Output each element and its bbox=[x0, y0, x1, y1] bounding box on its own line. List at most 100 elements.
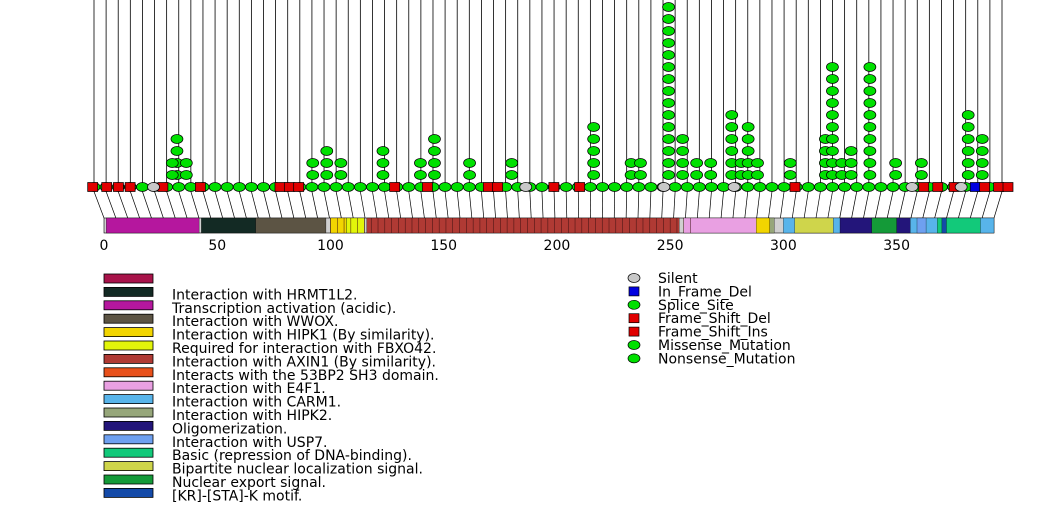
domain-legend-swatch bbox=[103, 447, 154, 458]
backbone-mutation-point bbox=[850, 182, 864, 192]
backbone-square-marker bbox=[293, 182, 305, 192]
backbone-connector bbox=[922, 191, 930, 219]
mutation-point bbox=[863, 110, 877, 120]
x-tick-label: 100 bbox=[317, 238, 344, 254]
domain-legend-swatch bbox=[103, 353, 154, 364]
x-tick-label: 350 bbox=[883, 238, 910, 254]
domain-legend-label: Interaction with HIPK1 (By similarity). bbox=[172, 328, 435, 344]
backbone-connector bbox=[105, 191, 117, 219]
backbone-connector bbox=[934, 191, 942, 219]
backbone-mutation-point bbox=[632, 182, 646, 192]
protein-domain bbox=[201, 217, 256, 234]
backbone-mutation-point bbox=[741, 182, 755, 192]
mutation-point bbox=[961, 110, 975, 120]
domain-legend-swatch bbox=[103, 474, 154, 485]
mutation-point bbox=[505, 170, 519, 180]
backbone-connector bbox=[287, 191, 295, 219]
domain-legend-swatch bbox=[103, 367, 154, 378]
mutation-point bbox=[826, 62, 839, 72]
mutation-legend-swatch bbox=[628, 286, 640, 297]
mutation-point bbox=[414, 170, 427, 180]
backbone-connector bbox=[720, 191, 724, 219]
backbone-square-marker bbox=[113, 182, 124, 192]
mutation-point bbox=[826, 110, 839, 120]
mutation-point bbox=[587, 158, 600, 168]
mutation-point bbox=[179, 170, 193, 180]
mutation-point bbox=[376, 170, 390, 180]
mutation-legend-label: Frame_Shift_Del bbox=[658, 311, 771, 327]
mutation-point bbox=[961, 122, 975, 132]
mutation-point bbox=[725, 146, 739, 156]
mutation-point bbox=[826, 86, 839, 96]
x-tick-label: 150 bbox=[430, 238, 457, 254]
mutation-point bbox=[863, 122, 877, 132]
domain-legend-swatch bbox=[103, 420, 154, 431]
mutation-point bbox=[662, 122, 675, 132]
mutation-point bbox=[704, 170, 718, 180]
domain-legend-label: Nuclear export signal. bbox=[172, 475, 326, 491]
backbone-mutation-point bbox=[329, 182, 343, 192]
backbone-mutation-point bbox=[462, 182, 476, 192]
backbone-mutation-point bbox=[559, 182, 573, 192]
domain-legend-label: Interaction with HRMT1L2. bbox=[172, 287, 358, 303]
domain-legend-swatch bbox=[103, 487, 154, 498]
mutation-point bbox=[662, 158, 675, 168]
backbone-connector bbox=[981, 191, 991, 219]
backbone-mutation-point bbox=[172, 182, 186, 192]
mutation-point bbox=[662, 2, 675, 12]
protein-domain bbox=[255, 217, 327, 234]
mutation-point bbox=[662, 74, 675, 84]
domain-legend-swatch bbox=[103, 461, 154, 472]
x-tick-label: 250 bbox=[657, 238, 684, 254]
backbone-connector bbox=[347, 191, 354, 219]
backbone-square-marker bbox=[789, 182, 801, 192]
domain-legend-label: Required for interaction with FBXO42. bbox=[172, 341, 436, 357]
backbone-mutation-point bbox=[717, 182, 730, 192]
backbone-square-marker bbox=[87, 182, 99, 192]
mutation-point bbox=[889, 158, 902, 168]
backbone-square-marker bbox=[124, 182, 136, 192]
mutation-point bbox=[783, 170, 797, 180]
backbone-mutation-point bbox=[608, 182, 621, 192]
mutation-point bbox=[170, 134, 184, 144]
backbone-square-marker bbox=[979, 182, 990, 192]
backbone-connector bbox=[874, 191, 882, 219]
domain-legend-swatch bbox=[103, 394, 154, 405]
protein-domain bbox=[941, 217, 947, 234]
mutation-point bbox=[587, 134, 600, 144]
mutation-point bbox=[662, 170, 675, 180]
backbone-connector bbox=[468, 191, 473, 219]
mutation-point bbox=[751, 158, 764, 168]
mutation-legend-swatch bbox=[628, 313, 640, 324]
backbone-square-marker bbox=[389, 182, 401, 192]
backbone-square-marker bbox=[993, 182, 1004, 192]
mutation-point bbox=[165, 170, 179, 180]
backbone-connector bbox=[910, 191, 918, 219]
backbone-mutation-point bbox=[378, 182, 391, 192]
mutation-point bbox=[662, 26, 675, 36]
mutation-point bbox=[662, 50, 675, 60]
backbone-square-marker bbox=[482, 182, 494, 192]
backbone-connector bbox=[263, 191, 271, 219]
backbone-mutation-point bbox=[232, 182, 246, 192]
backbone-connector bbox=[637, 191, 640, 219]
backbone-silent-marker bbox=[727, 182, 741, 192]
backbone-connector bbox=[129, 191, 140, 219]
backbone-connector bbox=[969, 191, 979, 219]
backbone-connector bbox=[696, 191, 700, 219]
backbone-connector bbox=[493, 191, 496, 219]
mutation-point bbox=[676, 134, 689, 144]
backbone-square-marker bbox=[1002, 182, 1014, 192]
mutation-point bbox=[863, 62, 877, 72]
backbone-connector bbox=[780, 191, 785, 219]
mutation-legend-swatch bbox=[627, 353, 641, 364]
mutation-point bbox=[428, 134, 441, 144]
backbone-connector bbox=[335, 191, 342, 219]
backbone-connector bbox=[384, 191, 390, 219]
backbone-mutation-point bbox=[136, 182, 149, 192]
mutation-point bbox=[741, 134, 755, 144]
backbone-connector bbox=[649, 191, 652, 219]
backbone-mutation-point bbox=[874, 182, 888, 192]
backbone-connector bbox=[553, 191, 556, 219]
